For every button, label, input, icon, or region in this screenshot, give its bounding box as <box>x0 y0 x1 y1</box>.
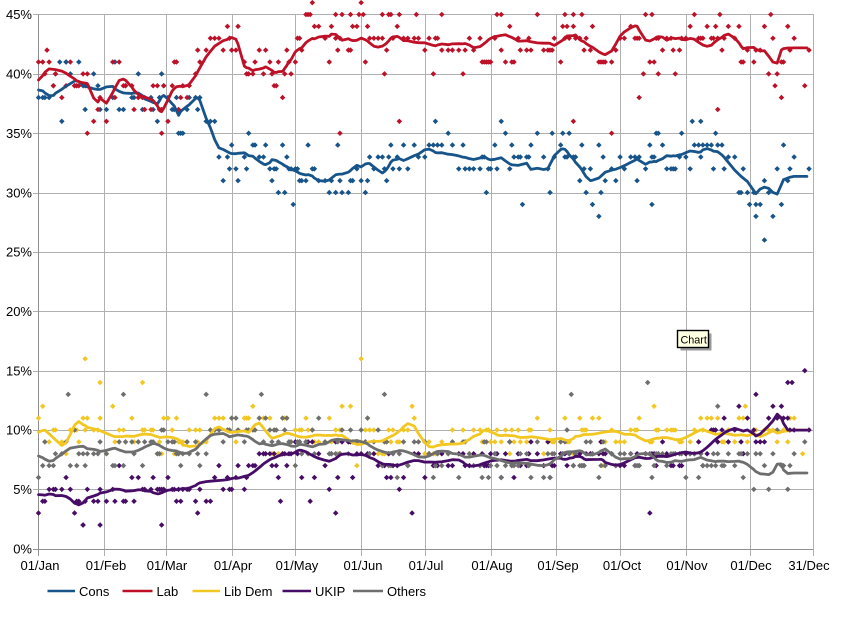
svg-text:Lib Dem: Lib Dem <box>224 584 272 599</box>
svg-text:25%: 25% <box>6 245 32 260</box>
svg-text:30%: 30% <box>6 185 32 200</box>
svg-text:Chart: Chart <box>681 335 707 347</box>
svg-text:01/Jan: 01/Jan <box>20 558 59 573</box>
svg-text:UKIP: UKIP <box>315 584 345 599</box>
svg-text:01/Nov: 01/Nov <box>666 558 708 573</box>
svg-text:01/Jul: 01/Jul <box>409 558 444 573</box>
svg-text:01/Aug: 01/Aug <box>471 558 512 573</box>
svg-text:35%: 35% <box>6 126 32 141</box>
svg-text:01/Feb: 01/Feb <box>86 558 126 573</box>
svg-text:Others: Others <box>387 584 427 599</box>
svg-text:5%: 5% <box>13 482 32 497</box>
svg-text:0%: 0% <box>13 541 32 556</box>
svg-text:45%: 45% <box>6 7 32 22</box>
svg-text:Lab: Lab <box>157 584 179 599</box>
svg-text:01/Mar: 01/Mar <box>147 558 188 573</box>
svg-text:40%: 40% <box>6 67 32 82</box>
svg-text:01/Dec: 01/Dec <box>730 558 772 573</box>
svg-text:01/Apr: 01/Apr <box>214 558 253 573</box>
svg-text:01/Sep: 01/Sep <box>537 558 578 573</box>
svg-text:20%: 20% <box>6 304 32 319</box>
svg-text:01/May: 01/May <box>276 558 319 573</box>
svg-text:Cons: Cons <box>79 584 110 599</box>
svg-text:01/Oct: 01/Oct <box>603 558 642 573</box>
svg-text:10%: 10% <box>6 423 32 438</box>
svg-text:15%: 15% <box>6 363 32 378</box>
svg-text:31/Dec: 31/Dec <box>788 558 830 573</box>
svg-text:01/Jun: 01/Jun <box>343 558 382 573</box>
